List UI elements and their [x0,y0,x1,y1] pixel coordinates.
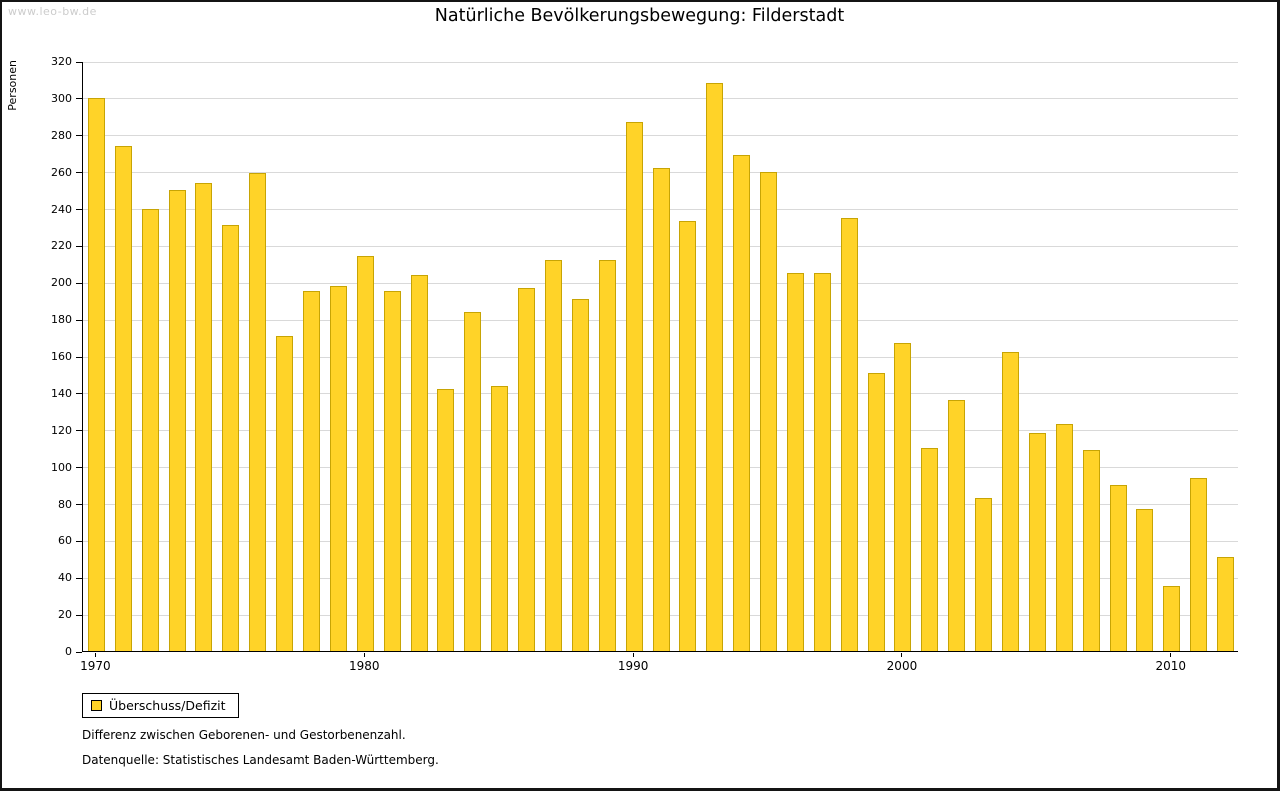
y-tick-label: 200 [51,276,72,290]
y-tick-mark [76,467,82,469]
bar [1217,556,1235,651]
bar [87,97,105,651]
bar [303,291,320,651]
bar [383,291,401,651]
bar [1082,450,1100,651]
bar [464,311,482,651]
bar [840,217,858,651]
x-tick-mark [901,653,903,657]
bar [544,260,562,651]
y-tick-label: 220 [51,239,72,253]
bar [948,400,966,651]
y-tick-label: 320 [51,55,72,68]
bar [249,173,267,651]
y-tick-mark [76,504,82,505]
y-tick-mark [76,540,82,542]
legend-label: Überschuss/Defizit [109,698,226,713]
bar [1136,509,1154,651]
legend: Überschuss/Defizit [82,693,239,718]
legend-swatch [91,700,102,711]
bar [894,343,912,651]
y-tick-mark [76,282,82,284]
x-tick-mark [363,653,365,657]
y-tick-label: 120 [51,423,72,437]
note-source: Datenquelle: Statistisches Landesamt Bad… [82,753,439,767]
x-tick-label: 1990 [617,659,649,673]
y-tick-label: 140 [51,386,72,400]
bar [410,274,428,651]
bar [195,182,213,651]
y-tick-mark [76,98,82,100]
y-tick-label: 0 [65,645,72,658]
bar [975,497,993,651]
plot-area [82,61,1238,652]
y-tick-label: 280 [51,128,72,142]
y-tick-label: 60 [58,534,72,548]
bar [276,335,294,651]
x-tick-mark [632,653,634,657]
bar [598,260,616,651]
bar [1109,485,1127,651]
x-tick-mark [94,653,96,657]
y-tick-mark [76,319,82,321]
bar [571,298,589,651]
bar [222,225,240,651]
y-tick-mark [76,61,82,63]
bar [706,83,724,651]
x-tick-label: 2000 [886,659,918,673]
y-tick-mark [76,430,82,432]
bar [867,372,885,651]
bar [921,448,939,651]
x-tick-label: 1970 [80,659,111,673]
y-tick-label: 300 [51,91,72,105]
bar [1055,424,1073,651]
y-gridline [83,61,1238,63]
y-tick-mark [76,356,82,358]
bar [437,389,455,651]
y-tick-label: 160 [51,350,72,363]
watermark-text: www.leo-bw.de [8,5,97,18]
bar [168,190,186,651]
bar [679,221,697,651]
bar [652,167,670,651]
bar [518,287,536,651]
y-gridline [83,98,1238,100]
x-tick-label: 1980 [348,659,380,673]
bar [733,155,751,651]
chart-title: Natürliche Bevölkerungsbewegung: Filders… [434,6,845,26]
note-difference: Differenz zwischen Geborenen- und Gestor… [82,728,406,742]
y-tick-label: 180 [51,313,72,327]
y-tick-mark [76,245,82,247]
bar [813,273,831,651]
bar [1028,433,1046,651]
bar [1001,352,1019,651]
bar [760,171,778,651]
y-tick-label: 100 [51,460,72,474]
y-tick-mark [76,651,82,653]
bar [114,145,132,651]
y-tick-mark [76,614,82,616]
bar [329,285,347,651]
bar [491,385,509,651]
y-tick-mark [76,577,82,579]
y-gridline [83,135,1238,137]
bar [356,256,374,651]
y-tick-label: 40 [58,571,72,585]
bar [625,121,643,651]
y-tick-label: 240 [51,202,72,216]
x-tick-mark [1170,653,1172,657]
y-tick-label: 80 [58,497,72,511]
bar [1190,477,1208,651]
y-tick-mark [76,135,82,137]
y-tick-mark [76,172,82,174]
y-tick-label: 20 [58,608,72,622]
bar [1163,586,1181,651]
y-tick-label: 260 [51,165,72,179]
y-tick-mark [76,393,82,395]
y-tick-mark [76,209,82,210]
bar [141,208,159,651]
bar [786,273,804,651]
x-tick-label: 2010 [1155,659,1187,673]
